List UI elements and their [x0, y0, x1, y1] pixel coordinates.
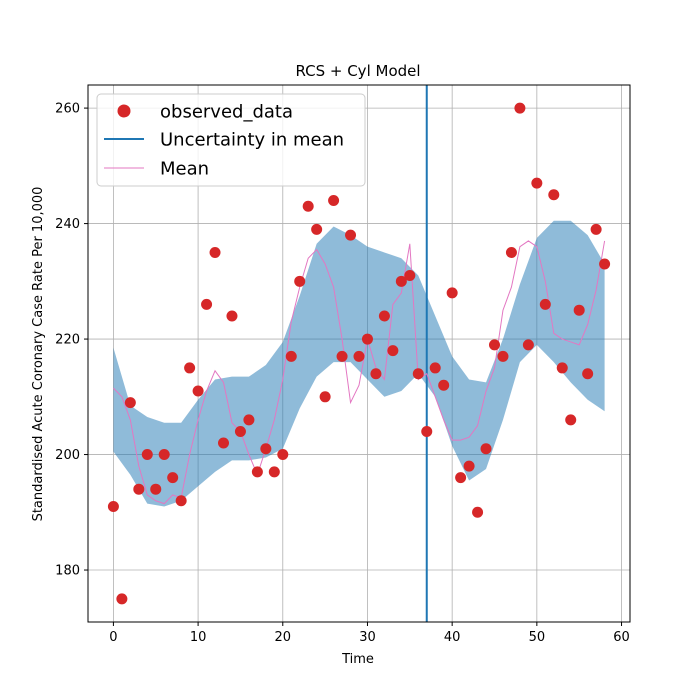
y-tick-label: 220	[55, 333, 80, 348]
observed-point	[107, 501, 119, 513]
observed-point	[438, 379, 450, 391]
observed-data-series	[107, 102, 611, 605]
observed-point	[412, 368, 424, 380]
axes: 0 10 20 30 40 50 60 180 200 220 240 260	[55, 84, 631, 645]
observed-point	[116, 593, 128, 605]
observed-point	[429, 362, 441, 374]
observed-point	[387, 345, 399, 357]
observed-point	[294, 275, 306, 287]
observed-point	[514, 102, 526, 114]
observed-point	[175, 495, 187, 507]
plot-frame	[87, 84, 631, 623]
observed-point	[336, 350, 348, 362]
observed-point	[582, 368, 594, 380]
observed-point	[167, 472, 179, 484]
legend-label: observed_data	[160, 102, 293, 123]
observed-point	[345, 229, 357, 241]
observed-point	[395, 275, 407, 287]
uncertainty-area	[113, 220, 605, 507]
observed-point	[150, 483, 162, 495]
observed-point	[505, 246, 517, 258]
observed-point	[226, 310, 238, 322]
mean-line	[113, 240, 606, 505]
legend-label: Uncertainty in mean	[160, 130, 344, 151]
legend-box	[96, 93, 366, 187]
observed-point	[124, 397, 136, 409]
legend-label: Mean	[160, 159, 209, 180]
observed-point	[370, 368, 382, 380]
uncertainty-band	[113, 220, 605, 507]
y-tick-label: 260	[55, 102, 80, 117]
x-tick-label: 40	[444, 630, 461, 645]
observed-point	[463, 460, 475, 472]
observed-point	[141, 449, 153, 461]
observed-point	[421, 425, 433, 437]
observed-point	[277, 449, 289, 461]
y-tick-label: 200	[55, 448, 80, 463]
observed-point	[209, 246, 221, 258]
observed-point	[599, 258, 611, 270]
observed-point	[497, 350, 509, 362]
observed-point	[539, 298, 551, 310]
observed-point	[480, 443, 492, 455]
x-tick-label: 30	[359, 630, 376, 645]
observed-point	[243, 414, 255, 426]
observed-point	[218, 437, 229, 449]
observed-point	[319, 391, 331, 403]
observed-point	[158, 449, 170, 461]
observed-point	[556, 362, 568, 374]
observed-point	[184, 362, 196, 374]
x-tick-label: 0	[109, 630, 117, 645]
legend: observed_data Uncertainty in mean Mean	[96, 93, 366, 187]
observed-point	[302, 200, 314, 212]
observed-point	[260, 443, 272, 455]
observed-point	[311, 223, 323, 235]
observed-point	[573, 304, 585, 316]
observed-point	[234, 425, 246, 437]
observed-point	[378, 310, 390, 322]
observed-point	[455, 472, 467, 484]
observed-point	[590, 223, 602, 235]
observed-point	[548, 189, 560, 201]
observed-point	[446, 287, 458, 299]
observed-point	[192, 385, 204, 397]
mean-series	[113, 240, 606, 505]
observed-point	[489, 339, 500, 351]
observed-point	[285, 350, 297, 362]
x-axis-label: Time	[341, 652, 374, 667]
chart-title: RCS + Cyl Model	[295, 62, 420, 80]
observed-point	[251, 466, 263, 478]
observed-point	[353, 350, 365, 362]
y-tick-label: 240	[55, 217, 80, 232]
observed-point	[531, 177, 543, 189]
y-axis-label: Standardised Acute Coronary Case Rate Pe…	[31, 187, 46, 522]
x-tick-label: 50	[529, 630, 546, 645]
observed-point	[328, 194, 340, 206]
x-tick-label: 60	[613, 630, 630, 645]
legend-marker-observed	[117, 104, 131, 118]
observed-point	[522, 339, 534, 351]
observed-point	[201, 298, 213, 310]
observed-point	[133, 483, 145, 495]
observed-point	[268, 466, 280, 478]
y-tick-label: 180	[55, 564, 80, 579]
x-tick-label: 10	[190, 630, 207, 645]
observed-point	[361, 333, 373, 345]
observed-point	[472, 506, 484, 518]
x-tick-label: 20	[275, 630, 292, 645]
observed-point	[404, 270, 416, 282]
observed-point	[565, 414, 577, 426]
